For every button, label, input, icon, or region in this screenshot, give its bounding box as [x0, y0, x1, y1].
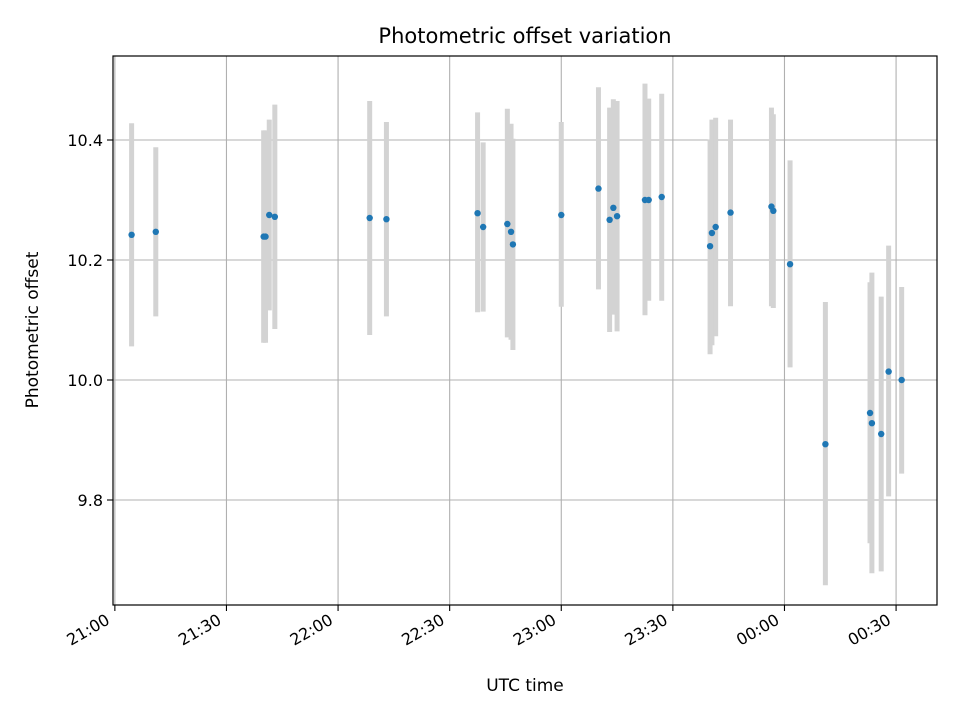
data-point — [595, 185, 602, 192]
data-point — [610, 204, 617, 211]
data-point — [868, 420, 876, 427]
data-point — [504, 220, 511, 228]
data-point — [509, 241, 517, 248]
data-point — [770, 207, 777, 214]
y-axis-title: Photometric offset — [23, 251, 43, 408]
data-point — [152, 228, 159, 235]
y-tick-label: 10.2 — [67, 251, 103, 270]
data-points — [128, 185, 905, 448]
data-point — [658, 193, 665, 201]
data-point — [479, 223, 487, 231]
y-tick-label: 10.0 — [67, 371, 103, 390]
data-point — [706, 243, 714, 250]
grid-lines — [113, 56, 937, 605]
data-point — [558, 211, 565, 219]
data-point — [128, 231, 135, 238]
data-point — [786, 261, 794, 268]
data-point — [262, 233, 269, 240]
data-point — [898, 376, 905, 384]
data-point — [474, 210, 481, 217]
y-tick-label: 10.4 — [67, 131, 103, 150]
data-point — [708, 229, 716, 237]
data-point — [266, 211, 273, 219]
data-point — [645, 196, 652, 204]
data-point — [866, 409, 874, 417]
data-point — [271, 213, 279, 220]
data-point — [606, 216, 613, 223]
y-axis: 9.8 10.0 10.2 10.4 — [67, 131, 113, 510]
data-point — [822, 441, 829, 448]
plot-frame — [112, 55, 938, 606]
data-point — [885, 368, 892, 375]
chart-title: Photometric offset variation — [378, 24, 671, 48]
data-point — [383, 216, 390, 223]
x-axis-title: UTC time — [486, 676, 564, 696]
data-point — [712, 223, 719, 231]
data-point — [507, 228, 515, 235]
data-point — [613, 213, 621, 220]
data-point — [366, 214, 373, 222]
y-tick-label: 9.8 — [78, 491, 103, 510]
data-point — [727, 209, 734, 216]
data-point — [877, 430, 885, 438]
